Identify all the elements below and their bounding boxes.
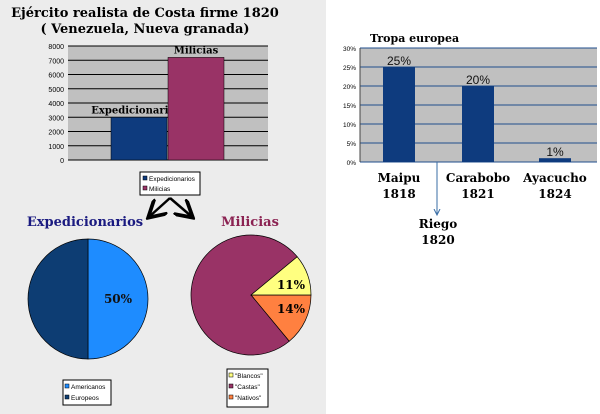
pie-slice [250,256,312,296]
category-label: Carabobo [446,171,510,185]
legend-label: "Blancos" [235,373,263,380]
pie-title: Milicias [221,215,279,230]
data-label: 20% [466,73,490,87]
legend-swatch [142,175,148,181]
bar [462,86,494,162]
legend-swatch [64,394,70,400]
legend-label: Expedicionarios [149,176,196,183]
chart-title: Tropa europea [370,32,459,45]
y-tick-label: 1000 [48,144,64,151]
data-label: 1% [546,145,564,159]
legend-swatch [64,383,70,389]
legend-box [226,368,269,408]
y-tick-label: 25% [343,65,356,72]
y-tick-label: 7000 [48,58,64,65]
y-tick-label: 0 [60,158,64,165]
legend-swatch [228,394,234,400]
annotation-label: 1820 [421,233,454,247]
legend-swatch [228,383,234,389]
pie-title: Expedicionarios [27,215,143,230]
bar-label: Expedicionarios [91,105,181,116]
data-label: 11% [277,278,306,292]
y-tick-label: 4000 [48,101,64,108]
legend-swatch [228,372,234,378]
bar [539,158,571,162]
chart-subtitle: ( Venezuela, Nueva granada) [40,22,249,37]
bar-expedicionarios [110,117,168,161]
legend-label: Europeos [71,395,100,402]
annotation-label: Riego [419,217,458,231]
legend-swatch [142,185,148,191]
pie-slice [250,294,312,342]
y-tick-label: 6000 [48,73,64,80]
y-tick-label: 20% [343,84,356,91]
pie-slice [190,234,298,356]
pie-slice [87,238,149,360]
bar-label: Milicias [174,45,219,56]
data-label: 50% [104,292,133,306]
category-label: Maipu [378,171,421,185]
y-tick-label: 2000 [48,130,64,137]
y-tick-label: 10% [343,122,356,129]
y-tick-label: 5000 [48,87,64,94]
category-label: 1818 [382,187,415,201]
chart-title: Ejército realista de Costa firme 1820 [11,6,279,21]
pie-slice [27,238,89,360]
legend-label: Americanos [71,384,106,391]
data-label: 25% [387,54,411,68]
arrow-icon [169,197,191,216]
bar [383,67,415,162]
y-tick-label: 8000 [48,44,64,51]
legend-label: "Castas" [235,384,261,391]
data-label: 14% [277,302,306,316]
arrow-icon [150,197,171,216]
legend-box [139,171,201,196]
category-label: 1824 [538,187,571,201]
legend-label: "Nativos" [235,395,262,402]
category-label: Ayacucho [522,171,587,185]
y-tick-label: 15% [343,103,356,110]
legend-box [62,379,112,406]
bar-milicias [167,57,225,161]
legend-label: Milicias [149,186,171,193]
y-tick-label: 5% [347,141,357,148]
category-label: 1821 [461,187,494,201]
y-tick-label: 3000 [48,115,64,122]
y-tick-label: 0% [347,160,357,167]
y-tick-label: 30% [343,46,356,53]
